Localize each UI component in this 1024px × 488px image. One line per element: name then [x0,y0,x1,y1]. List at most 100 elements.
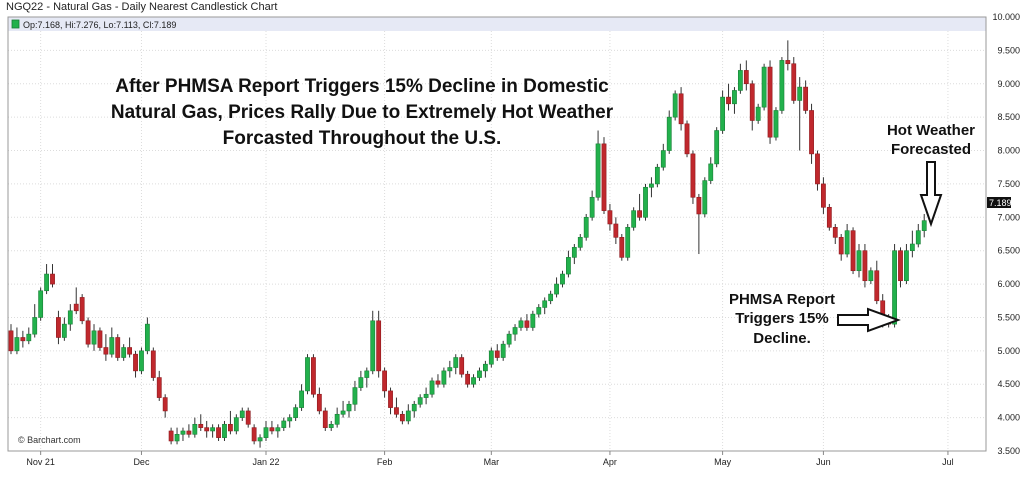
candle-down [56,317,61,338]
candle-up [346,403,352,412]
candle-down [311,357,316,395]
x-tick-label: Mar [484,457,500,467]
y-tick-label: 3.500 [997,446,1020,456]
candle-up [174,434,180,442]
candle-up [482,363,488,372]
candle-up [192,423,198,435]
candle-up [299,390,304,408]
candle-up [263,427,269,438]
candle-down [494,350,500,358]
candle-up [708,163,714,181]
candle-down [376,320,382,372]
candle-up [370,320,376,372]
candle-up [358,377,364,388]
candle-up [275,427,281,432]
candle-up [868,270,874,282]
candle-down [50,273,55,285]
candle-down [690,153,696,198]
candle-down [394,407,399,415]
candle-up [566,257,571,275]
candle-up [595,143,601,198]
candle-up [892,250,897,325]
candle-up [761,66,767,108]
candle-up [536,307,542,315]
x-tick-label: Nov 21 [26,457,55,467]
candle-down [382,370,387,392]
y-tick-label: 7.000 [997,212,1020,222]
x-tick-label: Jun [816,457,831,467]
candle-up [518,320,524,328]
phmsa-line-2: Triggers 15% [735,310,828,327]
y-tick-label: 5.500 [997,312,1020,322]
candle-down [850,230,856,272]
candle-up [239,410,245,418]
candle-up [904,250,909,282]
candle-down [726,96,731,105]
x-tick-label: Dec [133,457,150,467]
candle-down [322,410,328,428]
candle-down [186,430,192,435]
candle-down [435,380,441,385]
candle-down [204,427,210,432]
candle-down [115,337,121,358]
candle-up [844,230,850,255]
last-value-label: 7.189 [989,198,1012,208]
candle-down [601,143,607,211]
candle-down [874,270,880,302]
candle-up [915,230,921,245]
candles [8,40,933,448]
candle-up [26,333,32,342]
candle-up [583,217,589,238]
candle-up [773,110,779,138]
candle-down [198,423,204,428]
candle-up [909,243,915,251]
legend-background [8,17,986,31]
y-tick-label: 9.500 [997,45,1020,55]
legend-ohlc: Op:7.168, Hi:7.276, Lo:7.113, Cl:7.189 [23,20,176,30]
candle-down [228,423,233,432]
candle-down [168,430,174,442]
y-tick-label: 4.000 [997,413,1020,423]
candle-up [542,300,548,308]
y-tick-label: 8.000 [997,146,1020,156]
candle-up [643,186,648,218]
last-value-tag [987,197,1011,208]
candle-up [856,250,862,272]
candle-down [613,223,619,238]
candle-up [654,166,660,185]
candle-down [269,427,275,432]
candle-up [305,357,310,392]
weather-line-2: Forecasted [891,141,971,158]
x-tick-label: Apr [603,457,617,467]
candle-up [67,310,73,325]
y-tick-label: 9.000 [997,79,1020,89]
candle-up [720,96,725,131]
candle-down [684,123,690,155]
candle-up [577,237,583,248]
candle-up [512,327,518,335]
phmsa-arrow-icon [837,307,901,333]
candle-up [91,330,97,345]
y-tick-label: 8.500 [997,112,1020,122]
candle-down [245,410,251,425]
candle-up [293,407,299,418]
candle-up [649,183,654,188]
candle-up [737,70,743,91]
y-tick-label: 6.000 [997,279,1020,289]
candle-down [637,210,642,218]
weather-line-1: Hot Weather [887,122,975,139]
candle-down [399,413,405,422]
candle-up [447,367,453,372]
candle-up [589,196,595,218]
candle-up [560,273,565,285]
candle-up [625,227,631,258]
candle-up [32,317,38,335]
candle-down [785,60,791,65]
candle-down [524,320,530,328]
candle-down [150,350,156,378]
candle-up [44,273,49,292]
x-tick-label: Jul [942,457,954,467]
candle-down [20,337,26,342]
candle-up [61,323,67,338]
